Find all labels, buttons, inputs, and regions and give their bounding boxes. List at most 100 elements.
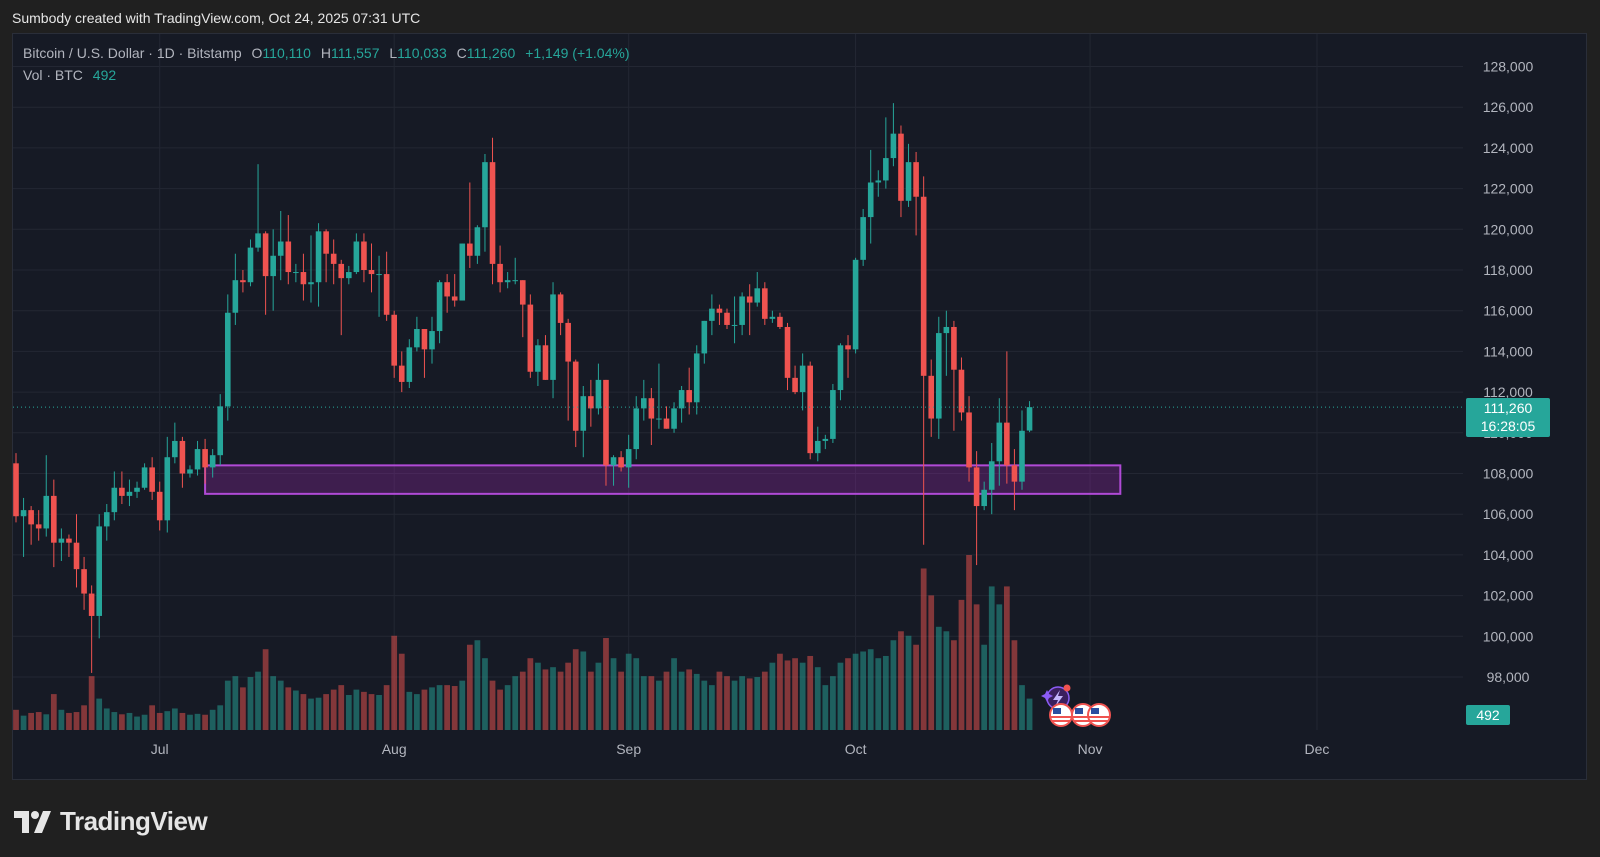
support-zone-rect[interactable] [204,464,1122,495]
candle-body [406,347,413,382]
volume-bar [66,712,72,730]
volume-bar [1003,586,1010,730]
candle-body [686,390,692,403]
volume-bar [1019,685,1025,730]
candlestick-chart[interactable]: 98,000 100,000 102,000 104,000 106,000 108,00… [0,0,1600,790]
candle-body [383,274,390,315]
price-tick-label: 120,000 [1483,221,1534,237]
high-label: H [320,45,331,61]
candle-body [595,379,602,409]
volume-bar [474,640,481,730]
time-tick-label: Sep [616,741,641,757]
volume-bar [126,712,133,730]
candle-body [217,406,224,456]
us-flag-icon[interactable] [1049,703,1073,727]
volume-bar [716,671,723,730]
candle-body [467,243,473,256]
volume-bar [141,714,148,730]
time-axis[interactable]: Jul Aug Sep Oct Nov Dec [151,741,1330,757]
volume-bar [224,680,231,730]
candle-body [277,241,284,256]
volume-bar [565,662,572,730]
candle-body [883,158,889,181]
volume-bar [497,689,503,730]
volume-bar [807,655,814,730]
volume-bar [338,685,345,730]
candle-body [489,162,496,264]
us-flag-icon[interactable] [1087,703,1111,727]
candle-body [444,282,450,297]
candle-body [315,231,322,283]
candle-body [134,487,140,492]
volume-bar [852,653,859,730]
candle-body [754,288,761,303]
volume-bar [656,680,662,730]
volume-bar [232,676,239,730]
volume-bar [943,631,950,730]
low-label: L [389,45,398,61]
tradingview-logo[interactable]: TradingView [14,806,208,837]
candle-body [398,365,405,382]
volume-bar [292,690,299,730]
candle-body [898,133,904,201]
candle-body [497,263,503,283]
volume-bar [708,685,715,730]
candle-body [96,526,103,616]
candle-body [103,512,110,527]
candle-body [640,398,647,409]
candle-body [474,227,481,256]
candle-body [777,316,783,327]
candle-body [28,510,34,525]
time-tick-label: Dec [1305,741,1330,757]
volume-bar [187,714,193,730]
tradingview-logo-icon [14,810,51,833]
volume-tag-value: 492 [1476,707,1500,723]
price-tick-label: 108,000 [1483,466,1534,482]
volume-bar [466,644,473,730]
volume-value: 492 [92,67,117,83]
event-markers[interactable] [1041,684,1111,727]
volume-bar [535,662,541,730]
candle-body [323,231,329,254]
volume-bar [799,662,806,730]
volume-bar [308,698,314,730]
volume-bar [323,694,329,730]
volume-bar [663,671,670,730]
support-zone[interactable] [204,464,1122,495]
volume-bar [792,658,798,730]
candle-body [633,408,640,450]
candle-body [338,263,345,279]
price-axis[interactable]: 98,000 100,000 102,000 104,000 106,000 108,00… [1483,59,1534,686]
candle-body [1026,407,1033,431]
candle-body [330,253,337,264]
candle-body [51,495,57,543]
price-tick-label: 128,000 [1483,59,1534,75]
change-value: +1,149 (+1.04%) [525,45,630,61]
candle-body [482,162,488,228]
volume-bar [368,694,375,730]
candle-body [346,272,352,279]
chart-frame[interactable] [12,33,1587,780]
volume-bar [618,671,624,730]
low-value: 110,033 [397,45,447,61]
candle-body [693,353,700,403]
volume-bar [761,671,768,730]
last-price-tag [1466,398,1550,437]
candle-body [656,418,662,420]
candle-body [1004,422,1010,466]
volume-bar [769,662,776,730]
volume-bar [119,714,125,730]
candle-body [451,296,458,301]
candle-body [852,259,859,350]
volume-bar [179,712,186,730]
volume-label[interactable]: Vol · BTC [23,67,83,83]
candle-body [20,510,27,517]
price-tick-label: 126,000 [1483,99,1534,115]
candle-body [209,455,216,468]
open-label: O [251,45,263,61]
time-tick-label: Aug [382,741,407,757]
volume-legend: Vol · BTC 492 [23,67,116,83]
price-tick-label: 100,000 [1483,628,1534,644]
volume-bar [103,708,110,730]
symbol-title[interactable]: Bitcoin / U.S. Dollar · 1D · Bitstamp [23,45,242,61]
